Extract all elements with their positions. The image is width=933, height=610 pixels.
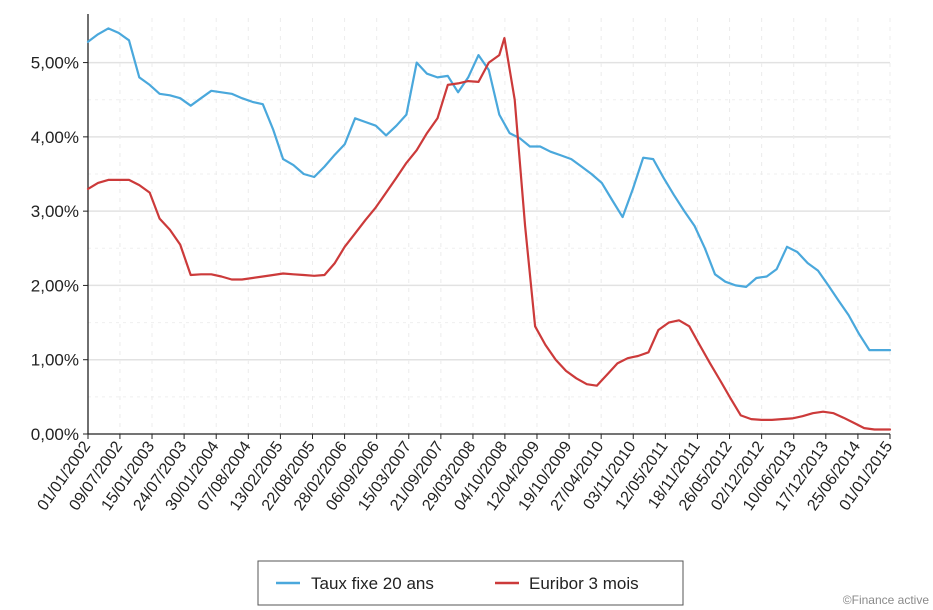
y-tick-label: 4,00% <box>31 128 79 147</box>
y-tick-label: 5,00% <box>31 54 79 73</box>
grid <box>87 18 891 434</box>
credit-text: ©Finance active <box>843 593 930 607</box>
y-tick-label: 0,00% <box>31 425 79 444</box>
axes <box>87 14 890 435</box>
legend-label-euribor-3-mois: Euribor 3 mois <box>529 574 639 593</box>
y-tick-label: 3,00% <box>31 202 79 221</box>
legend-label-taux-fixe-20-ans: Taux fixe 20 ans <box>311 574 434 593</box>
legend-box <box>257 560 684 606</box>
legend: Taux fixe 20 ans Euribor 3 mois <box>257 560 684 606</box>
y-tick-label: 1,00% <box>31 351 79 370</box>
series-line-taux-fixe-20-ans <box>86 27 892 352</box>
series-lines <box>86 27 892 431</box>
y-tick-label: 2,00% <box>31 276 79 295</box>
series-line-euribor-3-mois <box>86 36 892 431</box>
x-axis-ticks: 01/01/200209/07/200215/01/200324/07/2003… <box>34 434 896 514</box>
y-axis-ticks: 0,00% 1,00% 2,00% 3,00% 4,00% 5,00% <box>31 54 88 444</box>
